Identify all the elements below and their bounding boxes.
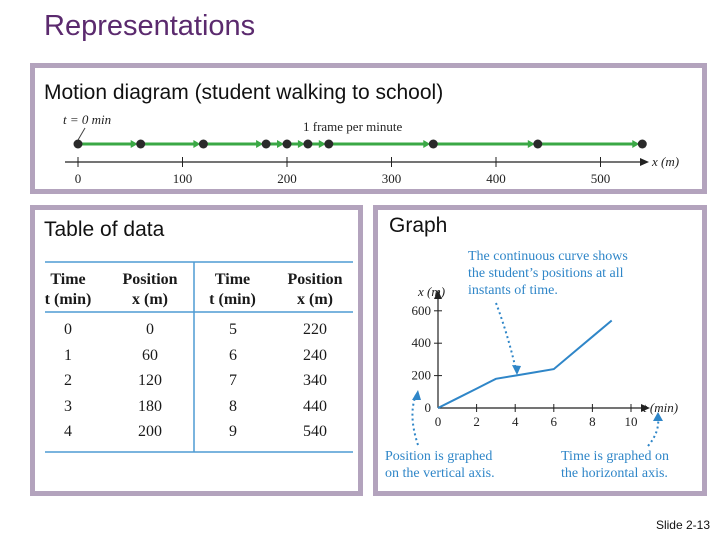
header-time-2: Time t (min) — [209, 271, 256, 308]
motion-diagram-panel: Motion diagram (student walking to schoo… — [30, 63, 707, 194]
table-cell: 180 — [138, 398, 162, 415]
motion-dot — [73, 139, 83, 149]
motion-diagram: t = 0 min 1 frame per minute x (m) 0 100 2… — [63, 112, 679, 186]
table-cell: 3 — [64, 398, 72, 415]
table-cell: 120 — [138, 372, 162, 389]
motion-tick-label: 400 — [486, 171, 506, 186]
motion-diagram-label: Motion diagram (student walking to schoo… — [44, 81, 444, 104]
x-tick-label: 2 — [473, 414, 480, 429]
x-tick-label: 0 — [435, 414, 442, 429]
motion-dot — [303, 139, 313, 149]
page-title: Representations — [44, 10, 256, 42]
t0-label: t = 0 min — [63, 112, 111, 127]
motion-dot — [136, 139, 146, 149]
position-time-graph: x (m) t (min) 0 2 4 6 8 10 0 200 400 600 — [411, 284, 678, 447]
table-cell: 6 — [229, 347, 237, 364]
motion-arrowhead — [277, 140, 284, 148]
data-table: Time t (min) Position x (m) Time t (min) Po… — [35, 210, 368, 501]
callout-curve-pointer — [495, 302, 517, 371]
y-axis-arrowhead — [434, 290, 442, 299]
motion-tick-label: 200 — [277, 171, 297, 186]
motion-arrowhead — [256, 140, 264, 148]
y-tick-label: 200 — [412, 368, 432, 383]
motion-arrowhead — [130, 140, 138, 148]
table-panel: Table of data Time t (min) Position x (m) … — [30, 205, 363, 496]
motion-arrowhead — [527, 140, 535, 148]
callout-curve-pointer-head — [512, 365, 521, 375]
motion-arrowhead — [632, 140, 640, 148]
motion-dot — [533, 139, 543, 149]
motion-arrowhead — [318, 140, 326, 148]
table-cell: 8 — [229, 398, 237, 415]
t0-pointer — [77, 127, 86, 141]
graph-label: Graph — [389, 214, 448, 237]
header-position-2: Position x (m) — [287, 271, 343, 308]
y-tick-label: 400 — [412, 335, 432, 350]
callout-horizontal-pointer — [647, 415, 660, 447]
motion-tick-label: 500 — [591, 171, 611, 186]
x-axis-label: x (m) — [651, 154, 679, 169]
table-cell: 220 — [303, 321, 327, 338]
frame-rate-label: 1 frame per minute — [303, 119, 402, 134]
table-label: Table of data — [44, 218, 165, 241]
callout-vertical-pointer — [411, 394, 419, 446]
callout-horizontal-pointer-head — [653, 412, 663, 421]
table-cell: 0 — [146, 321, 154, 338]
x-axis-label: t (min) — [643, 400, 678, 415]
table-cell: 60 — [142, 347, 158, 364]
callout-vertical-pointer-head — [412, 390, 421, 400]
y-axis-label: x (m) — [417, 284, 445, 299]
slide-number: Slide 2-13 — [655, 518, 710, 532]
y-tick-label: 0 — [425, 400, 432, 415]
graph-panel: Graph The continuous curve shows the stu… — [373, 205, 707, 496]
table-cell: 200 — [138, 423, 162, 440]
header-time-1: Time t (min) — [44, 271, 92, 308]
motion-tick-label: 300 — [382, 171, 402, 186]
x-tick-label: 10 — [625, 414, 638, 429]
motion-tick-label: 100 — [173, 171, 193, 186]
motion-dot — [282, 139, 292, 149]
motion-arrowhead — [423, 140, 431, 148]
callout-horizontal-axis: Time is graphed on the horizontal axis. — [561, 449, 669, 481]
callout-curve: The continuous curve shows the student’s… — [468, 249, 628, 298]
motion-arrowhead — [193, 140, 201, 148]
motion-arrowhead — [297, 140, 305, 148]
motion-dot — [324, 139, 334, 149]
y-tick-label: 600 — [412, 303, 432, 318]
table-cell: 1 — [64, 347, 72, 364]
header-position-1: Position x (m) — [122, 271, 178, 308]
table-cell: 0 — [64, 321, 72, 338]
callout-vertical-axis: Position is graphed on the vertical axis… — [385, 449, 495, 481]
table-cell: 540 — [303, 423, 327, 440]
position-curve — [437, 319, 613, 409]
x-axis-arrowhead — [640, 158, 649, 166]
motion-dot — [198, 139, 208, 149]
motion-dot — [637, 139, 647, 149]
table-cell: 240 — [303, 347, 327, 364]
x-tick-label: 8 — [589, 414, 596, 429]
motion-dot — [261, 139, 271, 149]
table-cell: 2 — [64, 372, 72, 389]
motion-dot — [428, 139, 438, 149]
table-cell: 5 — [229, 321, 237, 338]
x-tick-label: 6 — [551, 414, 558, 429]
x-axis-arrowhead — [641, 404, 650, 412]
table-lines — [45, 261, 353, 453]
x-tick-label: 4 — [512, 414, 519, 429]
table-cell: 9 — [229, 423, 237, 440]
motion-tick-label: 0 — [75, 171, 82, 186]
table-cell: 340 — [303, 372, 327, 389]
table-cell: 4 — [64, 423, 72, 440]
table-cell: 7 — [229, 372, 237, 389]
table-cell: 440 — [303, 398, 327, 415]
